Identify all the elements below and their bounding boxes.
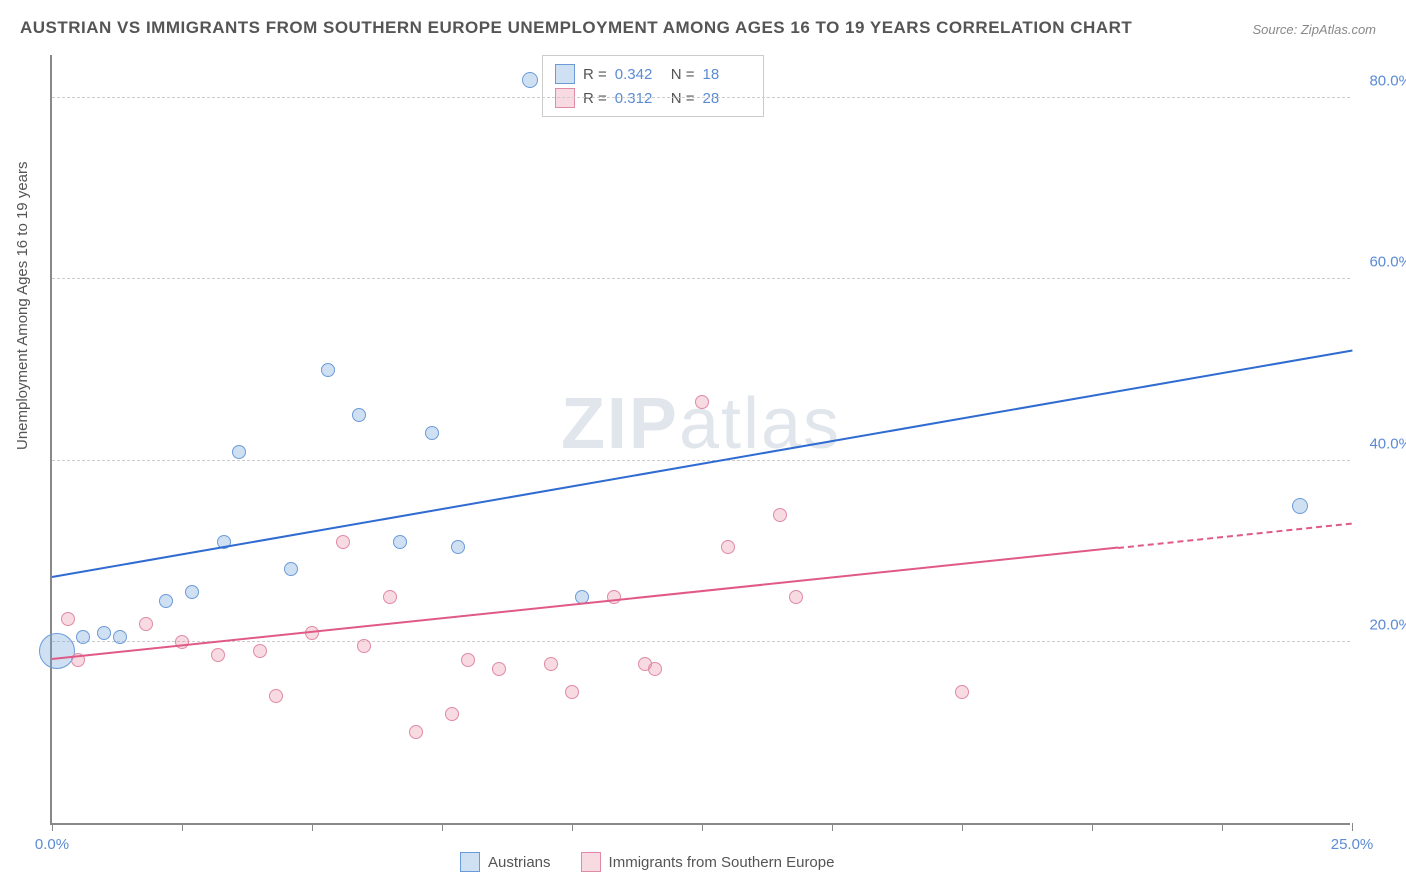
data-point: [425, 426, 439, 440]
x-tick: [1352, 823, 1353, 831]
watermark-bold: ZIP: [561, 384, 679, 464]
data-point: [1292, 498, 1308, 514]
data-point: [232, 445, 246, 459]
y-axis-label: Unemployment Among Ages 16 to 19 years: [14, 161, 31, 450]
gridline: [52, 97, 1350, 98]
legend-swatch: [555, 64, 575, 84]
data-point: [269, 689, 283, 703]
data-point: [352, 408, 366, 422]
legend-swatch: [581, 852, 601, 872]
data-point: [76, 630, 90, 644]
data-point: [393, 535, 407, 549]
data-point: [451, 540, 465, 554]
x-tick: [1092, 823, 1093, 831]
data-point: [565, 685, 579, 699]
correlation-legend: R = 0.342N = 18R = 0.312N = 28: [542, 55, 764, 117]
data-point: [357, 639, 371, 653]
data-point: [409, 725, 423, 739]
data-point: [321, 363, 335, 377]
x-tick: [962, 823, 963, 831]
data-point: [955, 685, 969, 699]
data-point: [185, 585, 199, 599]
x-tick: [1222, 823, 1223, 831]
data-point: [492, 662, 506, 676]
trend-line: [1118, 522, 1352, 548]
legend-item: Immigrants from Southern Europe: [581, 852, 835, 872]
x-tick-label: 0.0%: [35, 836, 69, 853]
x-tick: [702, 823, 703, 831]
legend-label: Austrians: [488, 854, 551, 871]
x-tick: [832, 823, 833, 831]
gridline: [52, 278, 1350, 279]
x-tick-label: 25.0%: [1331, 836, 1374, 853]
data-point: [461, 653, 475, 667]
x-tick: [182, 823, 183, 831]
legend-item: Austrians: [460, 852, 551, 872]
data-point: [695, 395, 709, 409]
y-tick-label: 20.0%: [1369, 616, 1406, 633]
data-point: [284, 562, 298, 576]
y-tick-label: 60.0%: [1369, 254, 1406, 271]
gridline: [52, 641, 1350, 642]
data-point: [253, 644, 267, 658]
legend-label: Immigrants from Southern Europe: [609, 854, 835, 871]
scatter-plot: ZIPatlas R = 0.342N = 18R = 0.312N = 28 …: [50, 55, 1350, 825]
n-label: N =: [671, 66, 695, 83]
chart-title: AUSTRIAN VS IMMIGRANTS FROM SOUTHERN EUR…: [20, 18, 1132, 38]
data-point: [211, 648, 225, 662]
data-point: [544, 657, 558, 671]
x-tick: [52, 823, 53, 831]
source-label: Source: ZipAtlas.com: [1252, 22, 1376, 37]
data-point: [113, 630, 127, 644]
data-point: [445, 707, 459, 721]
data-point: [522, 72, 538, 88]
x-tick: [572, 823, 573, 831]
data-point: [139, 617, 153, 631]
r-label: R =: [583, 66, 607, 83]
data-point: [789, 590, 803, 604]
data-point: [39, 633, 75, 669]
data-point: [773, 508, 787, 522]
r-value: 0.342: [615, 66, 663, 83]
data-point: [721, 540, 735, 554]
legend-swatch: [460, 852, 480, 872]
data-point: [336, 535, 350, 549]
n-value: 18: [703, 66, 751, 83]
gridline: [52, 460, 1350, 461]
correlation-row: R = 0.342 N = 18: [555, 62, 751, 86]
data-point: [383, 590, 397, 604]
trend-line: [52, 547, 1118, 660]
x-tick: [442, 823, 443, 831]
data-point: [61, 612, 75, 626]
x-tick: [312, 823, 313, 831]
data-point: [648, 662, 662, 676]
y-tick-label: 40.0%: [1369, 435, 1406, 452]
data-point: [97, 626, 111, 640]
series-legend: Austrians Immigrants from Southern Europe: [460, 852, 834, 872]
y-tick-label: 80.0%: [1369, 73, 1406, 90]
data-point: [159, 594, 173, 608]
